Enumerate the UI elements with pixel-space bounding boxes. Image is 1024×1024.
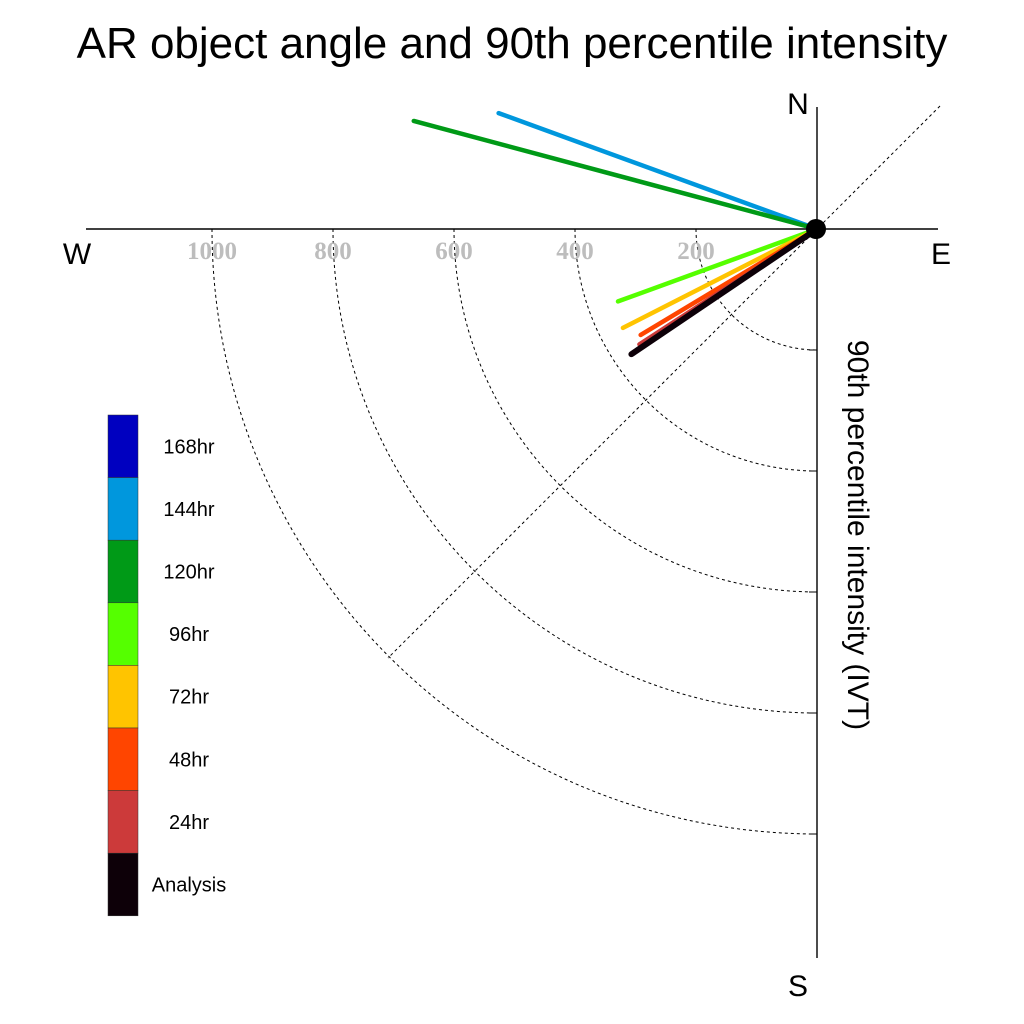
grid-arc-600 (453, 228, 818, 593)
legend-swatch-120hr (107, 539, 139, 604)
legend-label-48hr: 48hr (169, 749, 209, 771)
tick-label-600: 600 (435, 238, 473, 265)
legend-label-72hr: 72hr (169, 687, 209, 709)
tick-label-800: 800 (314, 238, 352, 265)
forecast-vectors (411, 110, 820, 358)
tick-label-200: 200 (677, 238, 715, 265)
legend-swatch-72hr (107, 665, 139, 729)
origin-marker (806, 219, 826, 239)
legend-label-analysis: Analysis (152, 875, 226, 897)
legend-swatch-24hr (107, 790, 139, 854)
legend-swatch-144hr (107, 477, 139, 541)
legend-label-24hr: 24hr (169, 812, 209, 834)
legend-swatch-48hr (107, 727, 139, 791)
grid-arc-200 (695, 228, 818, 351)
legend: 168hr 144hr 120hr 96hr 72hr 48hr 24hr Analysis (107, 414, 226, 917)
east-label: E (931, 238, 951, 271)
grid-arc-1000 (211, 228, 818, 835)
diagonal-reference-line (387, 105, 941, 659)
vector-72hr (620, 226, 820, 331)
grid-arc-800 (332, 228, 818, 714)
west-label: W (63, 238, 92, 271)
legend-label-120hr: 120hr (163, 562, 214, 584)
legend-label-168hr: 168hr (163, 436, 214, 458)
radial-tick-labels: 200 400 600 800 1000 (187, 238, 715, 265)
vector-96hr (615, 226, 820, 304)
tick-label-1000: 1000 (187, 238, 237, 265)
y-axis-label: 90th percentile intensity (IVT) (841, 340, 874, 730)
vector-analysis (628, 226, 820, 358)
compass-axes (86, 105, 941, 958)
vector-120hr (411, 118, 820, 232)
south-label: S (788, 970, 808, 1003)
chart-title: AR object angle and 90th percentile inte… (77, 19, 948, 68)
legend-label-144hr: 144hr (163, 499, 214, 521)
tick-label-400: 400 (556, 238, 594, 265)
legend-swatch-168hr (107, 414, 139, 478)
vector-144hr (496, 110, 820, 232)
legend-label-96hr: 96hr (169, 624, 209, 646)
legend-swatch-analysis (107, 852, 139, 917)
grid-arc-400 (574, 228, 818, 472)
north-label: N (787, 88, 809, 121)
legend-swatch-96hr (107, 602, 139, 666)
